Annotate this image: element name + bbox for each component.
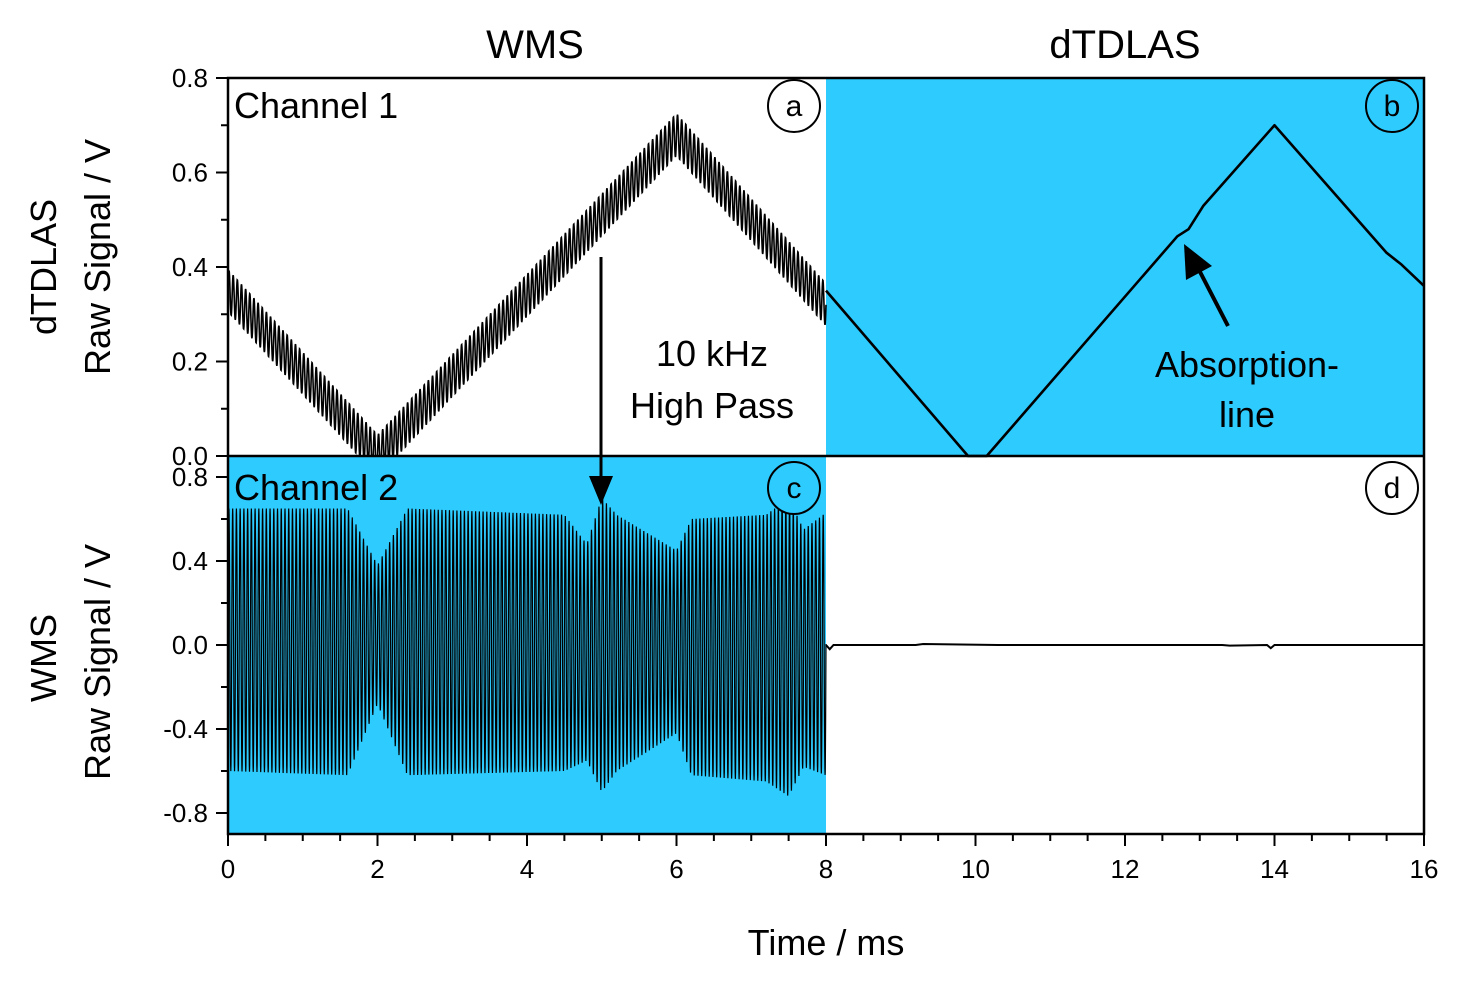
- trace-channel-1-wms: [227, 114, 827, 457]
- bottom-y-tick-label: 0.4: [172, 546, 208, 576]
- absorption-label-line2: line: [1219, 394, 1275, 435]
- high-pass-arrow-head: [589, 476, 613, 505]
- x-tick-label: 2: [370, 854, 384, 884]
- bottom-ylabel-line2: Raw Signal / V: [77, 544, 118, 780]
- x-tick-label: 0: [221, 854, 235, 884]
- bottom-ylabel-line1: WMS: [23, 614, 64, 702]
- channel-2-label: Channel 2: [234, 467, 398, 508]
- bottom-y-tick-label: 0.0: [172, 630, 208, 660]
- bottom-y-tick-label: -0.8: [163, 798, 208, 828]
- x-tick-label: 6: [669, 854, 683, 884]
- top-ylabel-line2: Raw Signal / V: [77, 139, 118, 375]
- absorption-arrow-shaft: [1196, 267, 1230, 327]
- panel-letter-c: c: [767, 461, 821, 515]
- x-tick-label: 16: [1410, 854, 1439, 884]
- trace-channel-2-dtdlas: [825, 642, 1424, 651]
- svg-text:b: b: [1384, 90, 1401, 123]
- channel-1-label: Channel 1: [234, 85, 398, 126]
- panel-letter-b: b: [1365, 79, 1419, 133]
- x-tick-label: 8: [819, 854, 833, 884]
- top-y-tick-label: 0.6: [172, 158, 208, 188]
- top-y-tick-label: 0.8: [172, 63, 208, 93]
- x-tick-label: 4: [520, 854, 534, 884]
- svg-text:c: c: [787, 472, 802, 505]
- ticks: 0 2 4 6 8 10 12 14 160.00.20.40.60.8-0.8-0.40.00…: [163, 63, 1438, 884]
- top-y-tick-label: 0.4: [172, 252, 208, 282]
- panel-b-background: [826, 78, 1424, 456]
- high-pass-label-line2: High Pass: [630, 385, 794, 426]
- x-axis-title: Time / ms: [748, 922, 905, 963]
- x-tick-label: 10: [961, 854, 990, 884]
- x-tick-label: 14: [1260, 854, 1289, 884]
- svg-text:a: a: [786, 90, 803, 123]
- absorption-arrow-head: [1184, 244, 1212, 280]
- trace-channel-2-wms: [227, 499, 827, 796]
- panel-letter-a: a: [767, 79, 821, 133]
- x-tick-label: 12: [1111, 854, 1140, 884]
- bottom-y-tick-label: -0.4: [163, 714, 208, 744]
- column-title-wms: WMS: [486, 23, 584, 67]
- absorption-label-line1: Absorption-: [1155, 344, 1339, 385]
- top-ylabel-line1: dTDLAS: [23, 199, 64, 335]
- top-y-tick-label: 0.2: [172, 347, 208, 377]
- bottom-y-tick-label: 0.8: [172, 462, 208, 492]
- column-title-dtdlas: dTDLAS: [1049, 23, 1200, 67]
- svg-text:d: d: [1384, 472, 1401, 505]
- top-y-tick-label: 0.0: [172, 441, 208, 471]
- high-pass-label-line1: 10 kHz: [656, 333, 768, 374]
- panel-letter-d: d: [1365, 461, 1419, 515]
